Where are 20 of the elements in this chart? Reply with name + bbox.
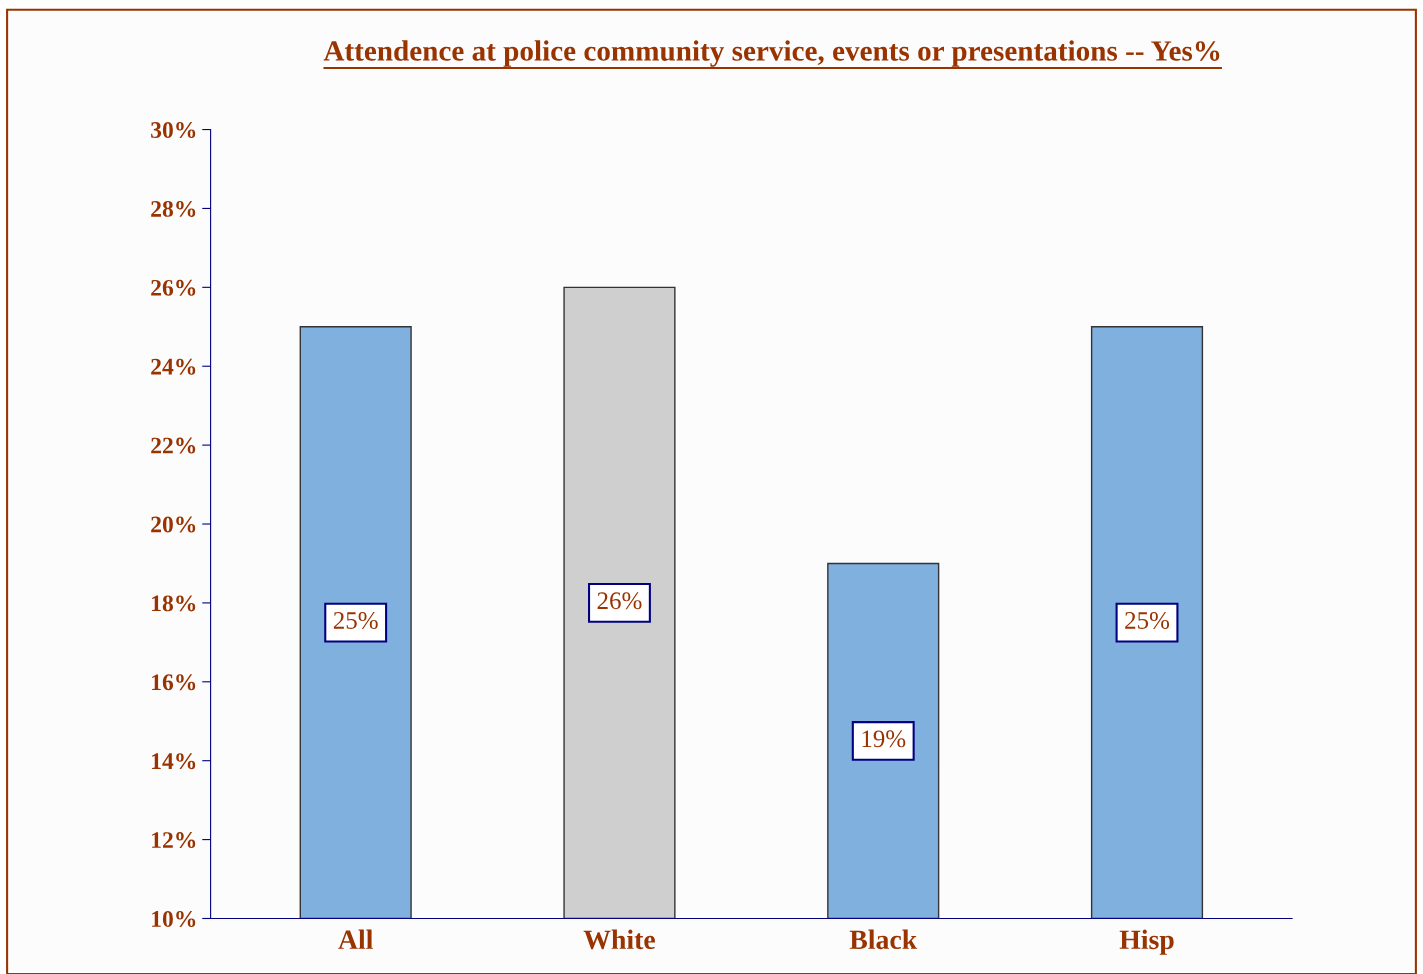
x-tick-label: White — [583, 929, 655, 950]
y-tick-label: 22% — [151, 437, 196, 454]
x-tick-label: Black — [849, 929, 918, 950]
data-label: 19% — [862, 730, 906, 748]
data-label: 25% — [333, 612, 378, 629]
x-tick-label: All — [338, 929, 373, 949]
y-tick-label: 16% — [152, 674, 196, 691]
y-tick-label: 14% — [152, 753, 196, 770]
y-tick-label: 30% — [151, 122, 196, 139]
x-tick-label: Hisp — [1119, 929, 1174, 955]
data-label: 26% — [597, 592, 642, 610]
data-label: 25% — [1125, 612, 1170, 629]
y-tick-label: 28% — [151, 200, 196, 217]
y-tick-label: 20% — [151, 516, 196, 533]
y-tick-label: 18% — [152, 595, 196, 612]
y-tick-label: 26% — [151, 279, 196, 296]
y-tick-label: 10% — [152, 910, 196, 927]
chart-title: Attendence at police community service, events or presentations -- Yes% — [323, 40, 1220, 67]
y-tick-label: 12% — [152, 832, 196, 849]
y-tick-label: 24% — [151, 358, 196, 375]
